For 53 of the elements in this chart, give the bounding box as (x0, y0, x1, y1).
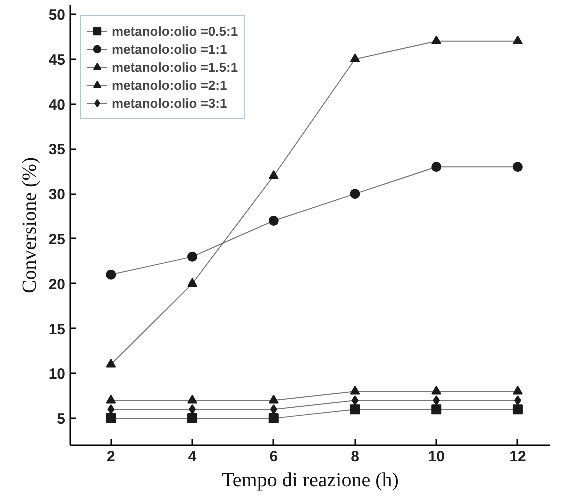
y-tick-label: 25 (48, 231, 66, 248)
x-tick-label: 6 (270, 448, 278, 466)
point (512, 386, 523, 395)
point (188, 414, 198, 424)
point (432, 162, 442, 172)
y-tick-label: 30 (48, 186, 66, 204)
point (106, 358, 116, 368)
y-tick-label: 35 (48, 142, 66, 159)
point (432, 36, 442, 45)
x-tick-label: 4 (188, 448, 198, 466)
point (188, 394, 198, 404)
point (106, 394, 116, 404)
point (189, 404, 196, 415)
y-tick-label: 45 (48, 52, 66, 69)
point (433, 396, 440, 406)
point (350, 189, 360, 200)
y-tick-label: 20 (48, 276, 66, 294)
point (350, 404, 360, 415)
x-tick-label: 2 (107, 448, 116, 466)
y-tick-label: 40 (48, 96, 66, 114)
x-tick-label: 8 (351, 448, 360, 466)
legend-label: metanolo:olio =0.5:1 (112, 22, 238, 40)
point (108, 404, 115, 415)
point (350, 386, 360, 395)
point (514, 396, 522, 406)
x-tick-label: 12 (510, 448, 526, 466)
x-axis-title: Tempo di reazione (h) (222, 470, 399, 492)
point (352, 396, 359, 406)
point (350, 54, 360, 62)
point (268, 414, 279, 424)
y-axis-title: Conversione (%) (18, 157, 41, 294)
legend-label: metanolo:olio =1:1 (112, 40, 228, 58)
legend-label: metanolo:olio =1.5:1 (112, 58, 238, 76)
point (432, 404, 442, 415)
point (106, 270, 116, 280)
y-tick-label: 50 (48, 6, 66, 24)
legend-label: metanolo:olio =2:1 (112, 76, 228, 94)
point (270, 404, 278, 415)
point (188, 252, 198, 262)
point (512, 404, 523, 415)
point (188, 278, 198, 287)
point (106, 414, 116, 424)
point (432, 386, 442, 395)
y-tick-label: 5 (57, 411, 66, 428)
point (268, 394, 279, 404)
point (268, 170, 279, 180)
point (512, 162, 523, 172)
point (268, 216, 279, 226)
legend-label: metanolo:olio =3:1 (112, 94, 228, 112)
x-tick-label: 10 (428, 448, 445, 466)
y-tick-label: 15 (48, 321, 66, 338)
point (512, 36, 523, 45)
y-tick-label: 10 (48, 366, 66, 384)
